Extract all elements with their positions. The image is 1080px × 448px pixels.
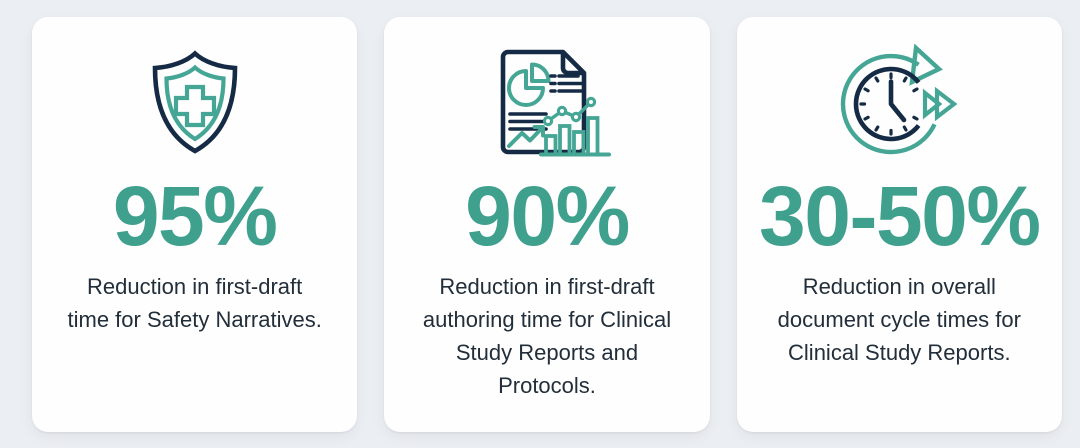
icon-box <box>833 43 965 161</box>
document-analytics-icon <box>480 41 614 163</box>
stat-description: Reduction in first-draft time for Safety… <box>67 274 322 332</box>
stat-card-authoring-time: 90% Reduction in first-draft authoring t… <box>384 17 710 432</box>
icon-box <box>140 44 250 160</box>
shield-medical-cross-icon <box>140 47 250 157</box>
icon-box <box>480 44 614 160</box>
stat-value: 90% <box>465 169 630 263</box>
stat-description: Reduction in first-draft authoring time … <box>422 274 672 398</box>
stat-card-safety-narratives: 95% Reduction in first-draft time for Sa… <box>32 17 358 432</box>
clock-cycle-arrow-icon <box>833 43 965 161</box>
stat-description: Reduction in overall document cycle time… <box>777 274 1021 365</box>
stat-card-cycle-times: 30-50% Reduction in overall document cyc… <box>736 17 1062 432</box>
stat-value: 30-50% <box>759 169 1041 263</box>
stat-value: 95% <box>112 169 278 263</box>
